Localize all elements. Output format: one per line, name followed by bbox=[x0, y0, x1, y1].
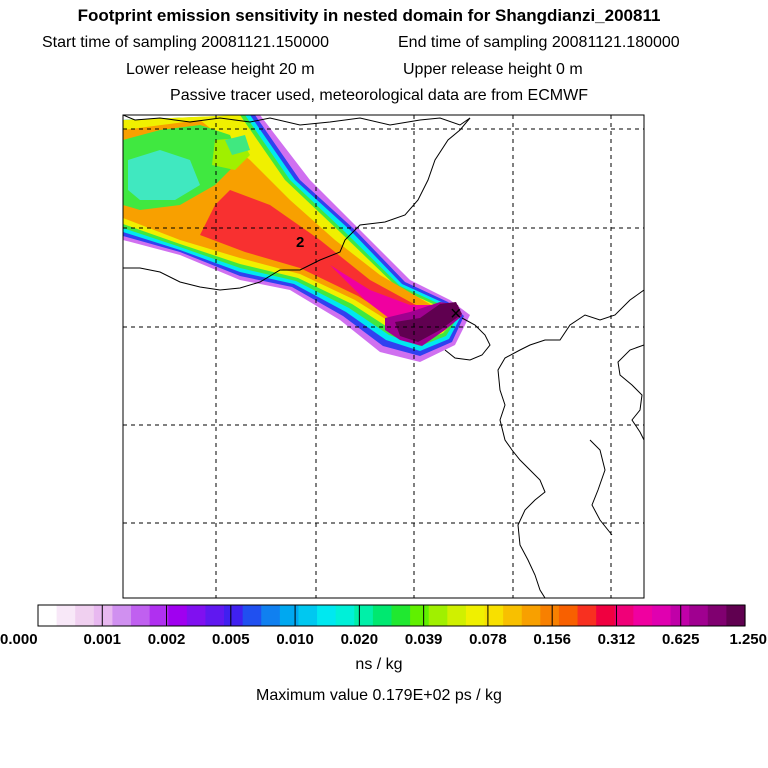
colorbar-cell bbox=[651, 605, 672, 626]
colorbar-cell bbox=[558, 605, 579, 626]
colorbar-tick-label: 0.002 bbox=[148, 631, 186, 648]
colorbar-cell bbox=[391, 605, 411, 626]
colorbar-cell bbox=[670, 605, 690, 626]
colorbar-cell bbox=[354, 605, 374, 626]
end-time-label: End time of sampling 20081121.180000 bbox=[398, 34, 680, 51]
colorbar-cell bbox=[614, 605, 634, 626]
lower-release-height-label: Lower release height 20 m bbox=[126, 61, 315, 78]
colorbar-tick-labels: 0.000 0.001 0.002 0.005 0.010 0.020 0.039 0.078… bbox=[0, 631, 767, 648]
grid-lines bbox=[123, 115, 644, 598]
colorbar-tick-label: 0.625 bbox=[662, 631, 700, 648]
colorbar-tick-label: 0.156 bbox=[533, 631, 571, 648]
contour-label: 2 bbox=[296, 234, 304, 251]
country-border bbox=[123, 117, 471, 291]
colorbar-cell bbox=[186, 605, 207, 626]
colorbar-tick-label: 0.001 bbox=[83, 631, 121, 648]
colorbar-cell bbox=[261, 605, 281, 626]
colorbar-cell bbox=[540, 605, 560, 626]
colorbar-cell bbox=[279, 605, 300, 626]
coastline-east bbox=[497, 289, 644, 598]
colorbar-cell bbox=[131, 605, 151, 626]
colorbar-cell bbox=[75, 605, 95, 626]
colorbar-cell bbox=[168, 605, 188, 626]
colorbar-cell bbox=[428, 605, 448, 626]
colorbar-tick-label: 0.005 bbox=[212, 631, 250, 648]
tracer-info-label: Passive tracer used, meteorological data… bbox=[170, 87, 588, 104]
upper-release-height-label: Upper release height 0 m bbox=[403, 61, 583, 78]
colorbar-cell bbox=[242, 605, 262, 626]
colorbar-cell bbox=[410, 605, 430, 626]
colorbar-cell bbox=[56, 605, 76, 626]
colorbar-cell bbox=[577, 605, 597, 626]
colorbar-cell bbox=[521, 605, 541, 626]
plume-layer bbox=[123, 115, 470, 362]
colorbar-cell bbox=[372, 605, 393, 626]
colorbar-cell bbox=[335, 605, 355, 626]
colorbar-tick-label: 0.078 bbox=[469, 631, 507, 648]
colorbar-cell bbox=[726, 605, 746, 626]
colorbar-tick-label: 0.039 bbox=[405, 631, 443, 648]
island-outline bbox=[589, 439, 613, 536]
colorbar-cell bbox=[93, 605, 114, 626]
plume-core bbox=[395, 302, 462, 342]
colorbar-cell bbox=[689, 605, 709, 626]
map-frame bbox=[122, 114, 645, 599]
start-time-label: Start time of sampling 20081121.150000 bbox=[42, 34, 330, 51]
colorbar-cell bbox=[112, 605, 132, 626]
colorbar-cell bbox=[205, 605, 225, 626]
colorbar-tick-label: 0.010 bbox=[276, 631, 314, 648]
colorbar-cell bbox=[633, 605, 653, 626]
colorbar-cell bbox=[224, 605, 244, 626]
colorbar-tick-label: 0.312 bbox=[598, 631, 636, 648]
colorbar-cell bbox=[447, 605, 467, 626]
plume-pocket-cyan bbox=[128, 150, 200, 200]
colorbar-cell bbox=[38, 605, 58, 626]
plume-pocket-teal bbox=[225, 135, 250, 155]
colorbar-tick-label: 1.250 bbox=[729, 631, 767, 648]
colorbar-cell bbox=[317, 605, 337, 626]
colorbar-cell bbox=[298, 605, 318, 626]
coastline-north bbox=[123, 115, 471, 126]
colorbar-cell bbox=[503, 605, 523, 626]
colorbar-cell bbox=[465, 605, 486, 626]
colorbar-cell bbox=[484, 605, 504, 626]
colorbar-unit-label: ns / kg bbox=[355, 656, 403, 673]
colorbar-tick-label: 0.020 bbox=[341, 631, 379, 648]
colorbar-cell bbox=[707, 605, 727, 626]
colorbar-tick-label: 0.000 bbox=[0, 631, 38, 648]
colorbar-tick-marks bbox=[37, 604, 746, 627]
receptor-marker: × bbox=[450, 303, 462, 325]
colorbar-cell bbox=[596, 605, 616, 626]
maximum-value-label: Maximum value 0.179E+02 ps / kg bbox=[256, 687, 502, 704]
peninsula-outline bbox=[617, 344, 644, 441]
plot-title: Footprint emission sensitivity in nested… bbox=[77, 6, 661, 25]
coastline-layer bbox=[123, 115, 644, 598]
colorbar-cells bbox=[38, 605, 746, 626]
colorbar-cell bbox=[149, 605, 169, 626]
